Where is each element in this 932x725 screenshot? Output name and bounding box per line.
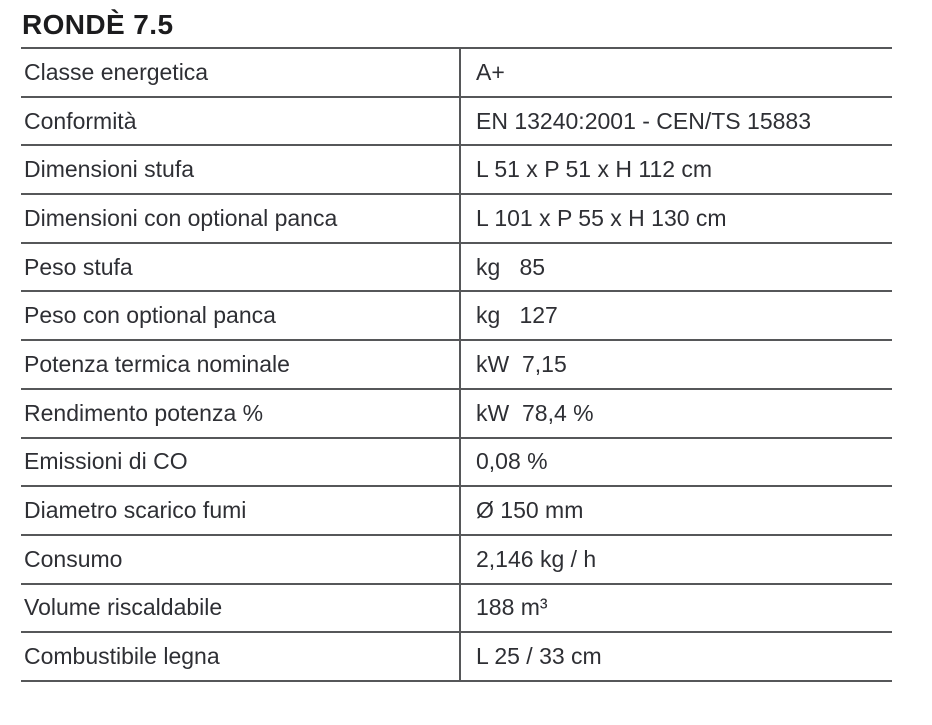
spec-row: Peso stufa kg 85 [21,243,892,293]
spec-label: Emissioni di CO [24,448,188,475]
spec-label: Volume riscaldabile [24,594,223,621]
spec-label: Diametro scarico fumi [24,497,247,524]
spec-label: Classe energetica [24,58,209,85]
spec-value: kW 78,4 % [459,389,892,437]
spec-row: Consumo 2,146 kg / h [21,535,892,585]
spec-label: Peso stufa [24,253,133,280]
spec-value: 188 m³ [459,584,892,632]
spec-row: Classe energetica A+ [21,49,892,98]
spec-row: Conformità EN 13240:2001 - CEN/TS 15883 [21,97,892,147]
spec-row: Dimensioni con optional panca L 101 x P … [21,195,892,244]
spec-row: Peso con optional panca kg 127 [21,292,892,342]
spec-row: Emissioni di CO 0,08 % [21,438,892,488]
spec-row: Dimensioni stufa L 51 x P 51 x H 112 cm [21,146,892,196]
spec-value: A+ [459,49,892,96]
spec-label: Dimensioni con optional panca [24,204,338,231]
spec-value: kg 85 [459,243,892,291]
spec-label: Dimensioni stufa [24,156,195,183]
spec-label: Consumo [24,545,123,572]
spec-value: 2,146 kg / h [459,535,892,583]
spec-row: Rendimento potenza % kW 78,4 % [21,389,892,439]
spec-row: Diametro scarico fumi Ø 150 mm [21,487,892,536]
spec-value: L 101 x P 55 x H 130 cm [459,195,892,242]
spec-label: Conformità [24,107,137,134]
spec-row: Combustibile legna L 25 / 33 cm [21,633,892,682]
spec-value: L 51 x P 51 x H 112 cm [459,146,892,194]
spec-value: kg 127 [459,292,892,340]
spec-label: Rendimento potenza % [24,399,264,426]
spec-value: 0,08 % [459,438,892,486]
spec-label: Potenza termica nominale [24,350,290,377]
spec-sheet-page: RONDÈ 7.5 Classe energetica A+ Conformit… [21,9,892,682]
spec-label: Combustibile legna [24,643,220,670]
spec-value: EN 13240:2001 - CEN/TS 15883 [459,97,892,145]
spec-row: Potenza termica nominale kW 7,15 [21,341,892,390]
product-title: RONDÈ 7.5 [22,9,174,40]
spec-value: L 25 / 33 cm [459,633,892,680]
spec-value: kW 7,15 [459,341,892,388]
spec-table: Classe energetica A+ Conformità EN 13240… [21,47,892,682]
spec-value: Ø 150 mm [459,487,892,534]
spec-row: Volume riscaldabile 188 m³ [21,584,892,634]
spec-label: Peso con optional panca [24,302,276,329]
